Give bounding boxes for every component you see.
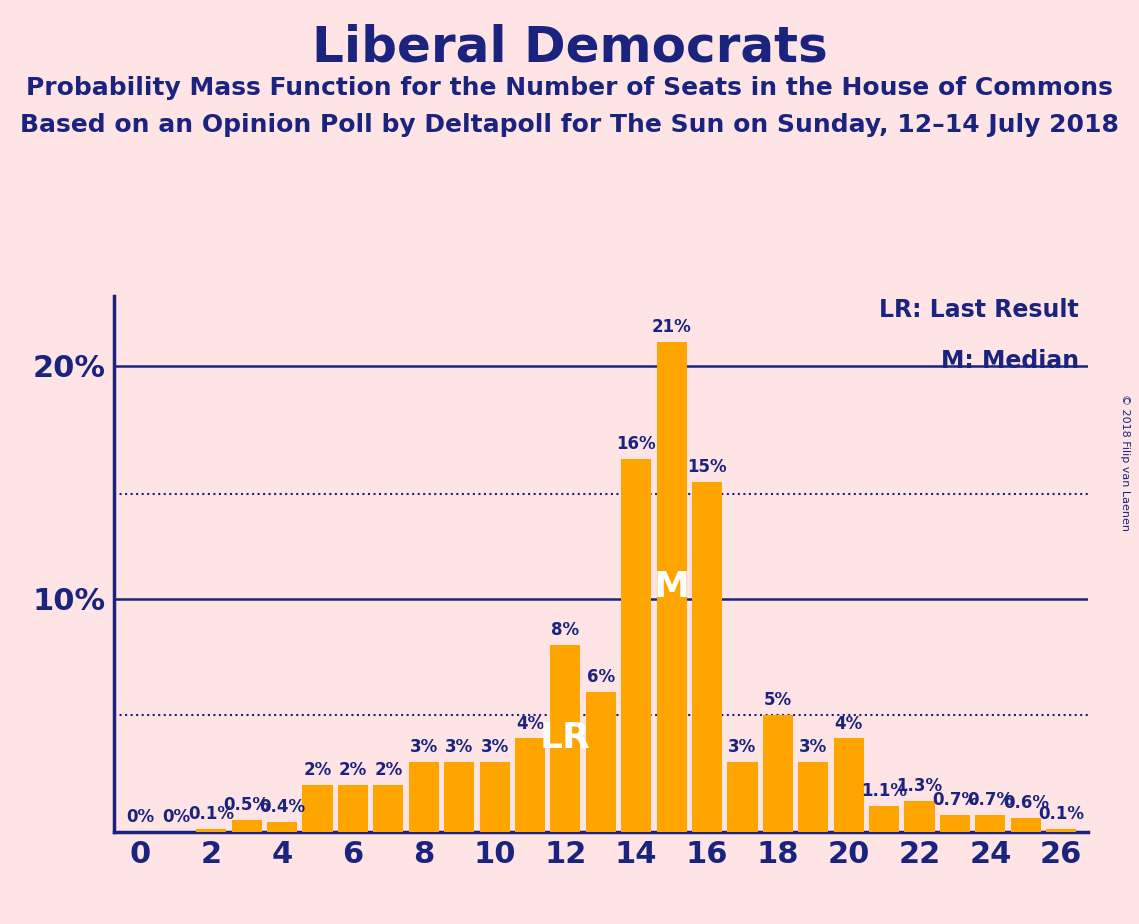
Bar — [267, 822, 297, 832]
Bar — [869, 806, 899, 832]
Bar — [444, 761, 474, 832]
Text: 2%: 2% — [375, 761, 402, 779]
Text: 0%: 0% — [162, 808, 190, 826]
Text: 3%: 3% — [800, 738, 827, 756]
Text: 0.7%: 0.7% — [932, 792, 978, 809]
Text: 3%: 3% — [728, 738, 756, 756]
Bar — [656, 342, 687, 832]
Text: 4%: 4% — [516, 714, 544, 733]
Text: 1.1%: 1.1% — [861, 782, 907, 800]
Bar — [763, 715, 793, 832]
Text: 0%: 0% — [126, 808, 155, 826]
Bar — [621, 459, 652, 832]
Text: 15%: 15% — [687, 458, 727, 476]
Text: Probability Mass Function for the Number of Seats in the House of Commons: Probability Mass Function for the Number… — [26, 76, 1113, 100]
Text: LR: Last Result: LR: Last Result — [879, 298, 1079, 322]
Bar — [585, 692, 616, 832]
Text: 21%: 21% — [652, 319, 691, 336]
Text: 8%: 8% — [551, 621, 580, 639]
Text: 0.6%: 0.6% — [1002, 794, 1049, 812]
Text: 0.4%: 0.4% — [259, 798, 305, 817]
Text: 0.5%: 0.5% — [223, 796, 270, 814]
Bar — [1046, 829, 1076, 832]
Bar — [409, 761, 439, 832]
Bar — [303, 785, 333, 832]
Bar — [904, 801, 935, 832]
Bar — [693, 482, 722, 832]
Text: 4%: 4% — [835, 714, 863, 733]
Text: LR: LR — [540, 722, 591, 756]
Bar — [196, 829, 227, 832]
Bar — [515, 738, 546, 832]
Text: 0.1%: 0.1% — [1038, 806, 1084, 823]
Text: 5%: 5% — [764, 691, 792, 710]
Bar — [338, 785, 368, 832]
Bar — [480, 761, 509, 832]
Text: 2%: 2% — [338, 761, 367, 779]
Text: © 2018 Filip van Laenen: © 2018 Filip van Laenen — [1121, 394, 1130, 530]
Text: M: M — [654, 570, 689, 604]
Text: 16%: 16% — [616, 435, 656, 453]
Text: 3%: 3% — [481, 738, 509, 756]
Text: M: Median: M: Median — [941, 349, 1079, 373]
Text: 3%: 3% — [410, 738, 437, 756]
Bar — [975, 815, 1006, 832]
Text: 3%: 3% — [445, 738, 474, 756]
Bar — [1010, 818, 1041, 832]
Bar — [940, 815, 970, 832]
Text: Based on an Opinion Poll by Deltapoll for The Sun on Sunday, 12–14 July 2018: Based on an Opinion Poll by Deltapoll fo… — [21, 113, 1118, 137]
Bar — [798, 761, 828, 832]
Text: Liberal Democrats: Liberal Democrats — [312, 23, 827, 71]
Bar — [550, 645, 581, 832]
Text: 0.1%: 0.1% — [188, 806, 235, 823]
Bar — [374, 785, 403, 832]
Text: 6%: 6% — [587, 668, 615, 686]
Bar — [728, 761, 757, 832]
Text: 1.3%: 1.3% — [896, 777, 943, 796]
Text: 2%: 2% — [303, 761, 331, 779]
Text: 0.7%: 0.7% — [967, 792, 1014, 809]
Bar — [231, 820, 262, 832]
Bar — [834, 738, 863, 832]
